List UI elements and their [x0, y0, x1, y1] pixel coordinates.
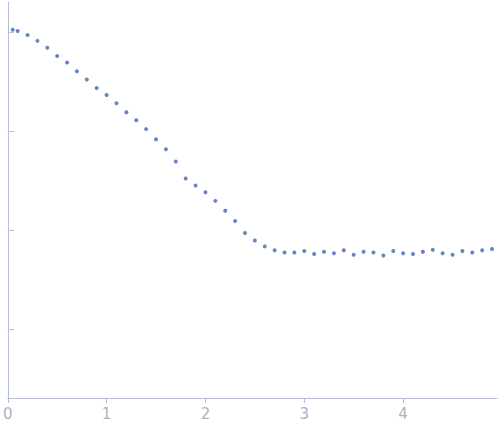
svg-text:0: 0: [3, 405, 13, 423]
svg-text:2: 2: [201, 405, 211, 423]
svg-text:1: 1: [102, 405, 112, 423]
svg-text:4: 4: [398, 405, 408, 423]
svg-text:3: 3: [300, 405, 310, 423]
